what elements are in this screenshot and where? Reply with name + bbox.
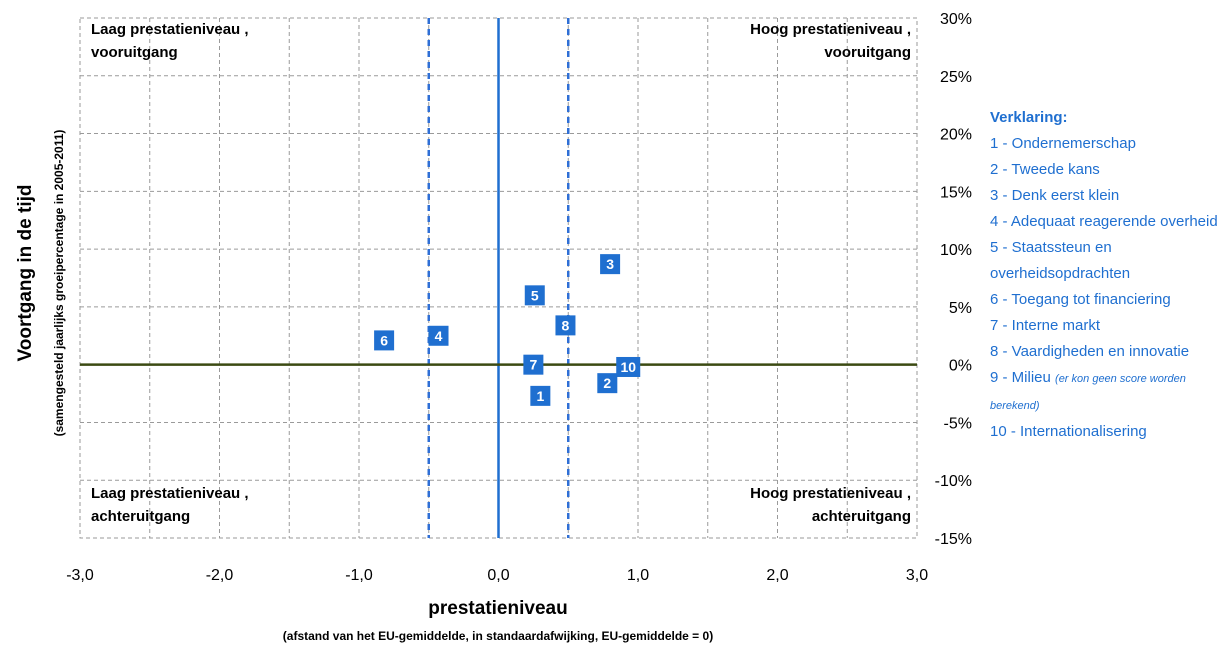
- data-point-label: 4: [435, 328, 443, 344]
- x-tick-label: -3,0: [66, 567, 94, 584]
- quadrant-label-top-left: vooruitgang: [91, 44, 178, 61]
- data-point-marker: [523, 354, 544, 375]
- x-axis-title: prestatieniveau: [428, 598, 567, 619]
- quadrant-label-top-right: Hoog prestatieniveau ,: [750, 21, 911, 38]
- data-point-marker: [524, 285, 545, 306]
- y-axis-title: Voortgang in de tijd: [15, 185, 36, 362]
- legend-title: Verklaring:: [990, 109, 1068, 126]
- reference-lines: [80, 18, 917, 538]
- y-tick-label: 15%: [940, 184, 972, 201]
- tick-labels: -3,0 -2,0 -1,0 0,0 1,0 2,0 3,030%25%20%15%10%5…: [66, 11, 972, 584]
- x-tick-label: 2,0: [766, 567, 788, 584]
- data-point-label: 6: [380, 332, 388, 348]
- y-tick-label: 20%: [940, 127, 972, 144]
- legend-item-4: 4 - Adequaat reagerende overheid: [990, 213, 1218, 230]
- quadrant-labels: Laag prestatieniveau , vooruitgang Hoog pr…: [91, 21, 911, 525]
- x-tick-label: 3,0: [906, 567, 928, 584]
- data-point-label: 1: [536, 388, 544, 404]
- data-point-label: 2: [603, 375, 611, 391]
- legend-item-7: 7 - Interne markt: [990, 317, 1101, 334]
- legend-item-9-note: (er kon geen score worden berekend): [990, 373, 1186, 412]
- y-tick-label: -5%: [944, 415, 972, 432]
- data-point-label: 3: [606, 256, 614, 272]
- legend-item-3: 3 - Denk eerst klein: [990, 187, 1120, 204]
- data-point-label: 5: [531, 287, 539, 303]
- x-tick-label: -1,0: [345, 567, 373, 584]
- legend-item-8: 8 - Vaardigheden en innovatie: [990, 343, 1190, 360]
- data-point-marker: [597, 373, 618, 394]
- quadrant-label-bottom-left: Laag prestatieniveau ,: [91, 485, 249, 502]
- y-tick-label: -15%: [935, 531, 972, 548]
- data-point-label: 8: [562, 317, 570, 333]
- quadrant-label-top-right: vooruitgang: [824, 44, 911, 61]
- legend: Verklaring: 1 - Ondernemerschap 2 - Twee…: [990, 105, 1218, 445]
- y-tick-label: 0%: [949, 358, 972, 375]
- y-tick-label: -10%: [935, 473, 972, 490]
- legend-item-9: 9 - Milieu (er kon geen score worden ber…: [990, 365, 1218, 419]
- data-point-marker: [374, 330, 395, 351]
- quadrant-label-bottom-right: achteruitgang: [812, 508, 911, 525]
- data-points: 1 2 3 4 5 6 7 8 10: [374, 254, 641, 406]
- data-point-marker: [616, 356, 641, 377]
- x-tick-label: -2,0: [206, 567, 234, 584]
- quadrant-label-top-left: Laag prestatieniveau ,: [91, 21, 249, 38]
- data-point-label: 7: [529, 357, 537, 373]
- x-tick-label: 1,0: [627, 567, 649, 584]
- legend-item-6: 6 - Toegang tot financiering: [990, 291, 1171, 308]
- legend-item-9-label: 9 - Milieu: [990, 369, 1051, 386]
- quadrant-label-bottom-right: Hoog prestatieniveau ,: [750, 485, 911, 502]
- y-tick-label: 30%: [940, 11, 972, 28]
- y-tick-label: 5%: [949, 300, 972, 317]
- quadrant-label-bottom-left: achteruitgang: [91, 508, 190, 525]
- data-point-label: 10: [620, 359, 636, 375]
- x-tick-label: 0,0: [487, 567, 509, 584]
- data-point-marker: [530, 385, 551, 406]
- legend-item-1: 1 - Ondernemerschap: [990, 135, 1136, 152]
- y-axis-subtitle: (samengesteld jaarlijks groeipercentage …: [52, 130, 66, 437]
- y-tick-label: 25%: [940, 69, 972, 86]
- data-point-marker: [428, 325, 449, 346]
- plot-area-frame: [79, 17, 918, 539]
- data-point-marker: [600, 254, 621, 275]
- data-point-marker: [555, 315, 576, 336]
- y-tick-label: 10%: [940, 242, 972, 259]
- legend-item-5: 5 - Staatssteun en overheidsopdrachten: [990, 239, 1131, 282]
- legend-item-2: 2 - Tweede kans: [990, 161, 1100, 178]
- x-axis-subtitle: (afstand van het EU-gemiddelde, in stand…: [283, 629, 713, 643]
- legend-item-10: 10 - Internationalisering: [990, 423, 1147, 440]
